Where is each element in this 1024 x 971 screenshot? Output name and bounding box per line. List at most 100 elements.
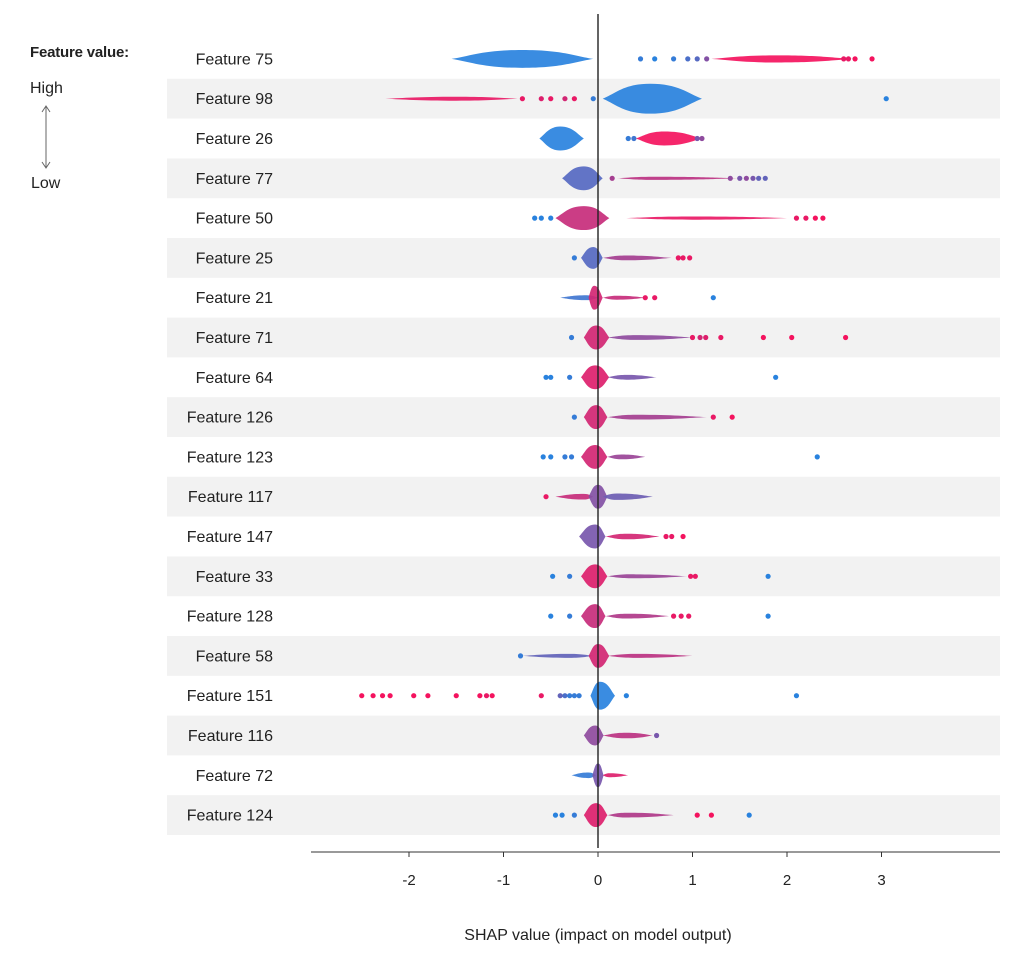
feature-row bbox=[579, 524, 686, 549]
shap-point bbox=[689, 334, 696, 341]
feature-row bbox=[583, 725, 660, 746]
feature-row bbox=[539, 126, 705, 151]
shap-point bbox=[571, 96, 577, 102]
shap-point bbox=[571, 414, 577, 420]
shap-point bbox=[845, 56, 852, 62]
row-band bbox=[167, 317, 1000, 358]
beeswarm-body bbox=[602, 732, 653, 739]
beeswarm-body bbox=[583, 405, 608, 430]
feature-label: Feature 75 bbox=[196, 51, 273, 68]
feature-label: Feature 116 bbox=[188, 728, 273, 745]
shap-point bbox=[538, 215, 544, 221]
shap-point bbox=[652, 56, 658, 62]
feature-row bbox=[543, 484, 653, 509]
shap-point bbox=[803, 215, 809, 221]
shap-point bbox=[729, 414, 735, 420]
shap-point bbox=[576, 693, 582, 699]
shap-point bbox=[538, 693, 544, 699]
beeswarm-body bbox=[588, 643, 610, 668]
row-band bbox=[167, 715, 1000, 756]
beeswarm-body bbox=[451, 49, 594, 68]
shap-point bbox=[820, 215, 826, 221]
shap-point bbox=[812, 215, 818, 221]
shap-point bbox=[568, 454, 575, 460]
shap-point bbox=[675, 255, 681, 261]
x-tick-label: 1 bbox=[688, 872, 696, 889]
shap-point bbox=[559, 812, 565, 818]
shap-point bbox=[704, 56, 710, 62]
beeswarm-body bbox=[571, 772, 597, 779]
beeswarm-body bbox=[607, 454, 646, 460]
legend-arrow-icon bbox=[41, 105, 51, 169]
beeswarm-body bbox=[580, 246, 603, 269]
shap-point bbox=[680, 255, 686, 261]
shap-point bbox=[694, 812, 700, 818]
beeswarm-body bbox=[602, 295, 646, 300]
legend-low-label: Low bbox=[31, 175, 61, 192]
beeswarm-body bbox=[580, 444, 608, 469]
beeswarm-body bbox=[605, 533, 660, 540]
shap-point bbox=[571, 812, 577, 818]
beeswarm-body bbox=[602, 255, 672, 261]
feature-row bbox=[359, 681, 800, 710]
shap-point bbox=[669, 533, 675, 540]
shap-point bbox=[552, 812, 559, 818]
shap-point bbox=[727, 175, 733, 181]
feature-label: Feature 21 bbox=[196, 290, 273, 307]
feature-label: Feature 58 bbox=[196, 648, 273, 665]
beeswarm-body bbox=[607, 414, 707, 420]
shap-point bbox=[359, 693, 365, 699]
beeswarm-body bbox=[385, 96, 518, 101]
shap-point bbox=[623, 693, 629, 699]
feature-row bbox=[560, 285, 716, 310]
beeswarm-body bbox=[607, 374, 657, 380]
shap-point bbox=[642, 295, 648, 301]
beeswarm-body bbox=[583, 325, 610, 350]
shap-point bbox=[562, 96, 568, 102]
shap-point bbox=[697, 334, 703, 341]
feature-label: Feature 50 bbox=[196, 211, 273, 228]
shap-point bbox=[517, 653, 524, 659]
shap-point bbox=[710, 295, 716, 301]
beeswarm-body bbox=[562, 166, 603, 191]
shap-point bbox=[387, 693, 393, 699]
shap-point bbox=[562, 693, 568, 699]
beeswarm-body bbox=[555, 493, 594, 500]
beeswarm-body bbox=[522, 653, 594, 658]
beeswarm-body bbox=[607, 653, 693, 658]
shap-point bbox=[411, 693, 417, 699]
feature-label: Feature 151 bbox=[187, 688, 273, 705]
feature-row bbox=[550, 564, 771, 589]
feature-row bbox=[385, 83, 889, 114]
row-band bbox=[167, 795, 1000, 835]
shap-point bbox=[631, 135, 637, 142]
shap-point bbox=[548, 374, 554, 380]
shap-point bbox=[637, 56, 644, 62]
shap-point bbox=[708, 812, 715, 818]
beeswarm-body bbox=[616, 176, 740, 180]
shap-point bbox=[703, 334, 709, 341]
shap-point bbox=[743, 175, 749, 181]
shap-point bbox=[379, 693, 386, 699]
shap-point bbox=[746, 812, 752, 818]
feature-row bbox=[562, 166, 768, 191]
beeswarm-body bbox=[583, 803, 608, 828]
shap-point bbox=[737, 175, 743, 181]
feature-label: Feature 33 bbox=[196, 569, 273, 586]
x-tick-label: 2 bbox=[783, 872, 791, 889]
shap-point bbox=[680, 533, 686, 540]
shap-point bbox=[760, 334, 766, 341]
shap-point bbox=[567, 693, 573, 699]
shap-point bbox=[765, 573, 771, 579]
beeswarm-body bbox=[602, 773, 629, 778]
shap-point bbox=[793, 693, 800, 699]
feature-row bbox=[532, 206, 826, 231]
shap-point bbox=[718, 334, 724, 341]
shap-point bbox=[453, 693, 459, 699]
shap-point bbox=[685, 56, 691, 62]
feature-label: Feature 26 bbox=[196, 131, 273, 148]
shap-point bbox=[694, 135, 700, 142]
legend-title: Feature value: bbox=[30, 44, 129, 61]
shap-point bbox=[663, 533, 669, 540]
shap-point bbox=[852, 56, 858, 62]
